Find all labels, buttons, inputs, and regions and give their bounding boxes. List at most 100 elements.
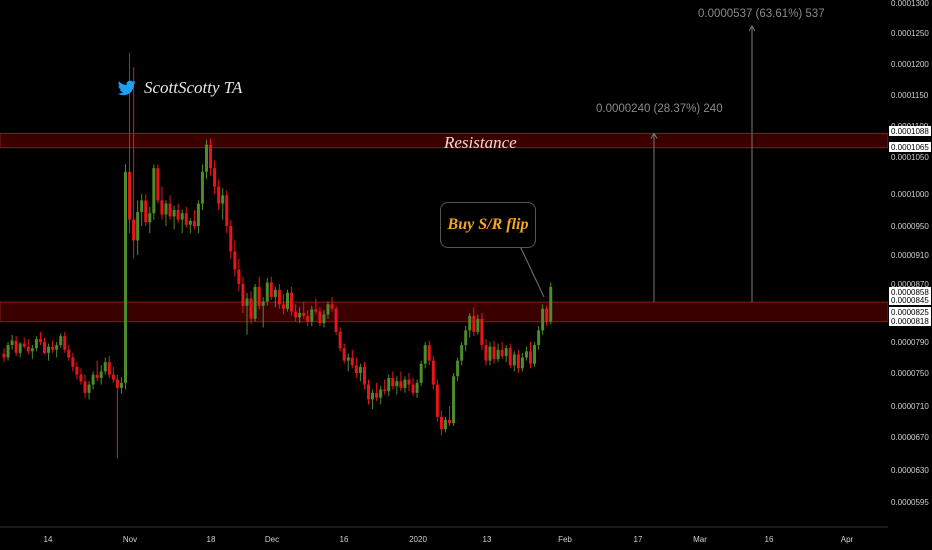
candle[interactable] bbox=[508, 343, 512, 369]
candle[interactable] bbox=[253, 284, 257, 322]
candle[interactable] bbox=[2, 348, 6, 363]
candle[interactable] bbox=[439, 410, 443, 436]
candle[interactable] bbox=[205, 139, 208, 180]
candle[interactable] bbox=[164, 200, 168, 226]
candle[interactable] bbox=[310, 305, 314, 327]
candle[interactable] bbox=[140, 194, 144, 226]
candle[interactable] bbox=[290, 286, 294, 316]
price-axis[interactable]: 0.0001300 0.0001250 0.0001200 0.0001150 0.00… bbox=[888, 0, 932, 550]
candle[interactable] bbox=[136, 200, 140, 255]
candle[interactable] bbox=[249, 291, 253, 324]
candle[interactable] bbox=[95, 360, 99, 382]
candle[interactable] bbox=[237, 258, 241, 292]
candle[interactable] bbox=[229, 219, 233, 259]
candle[interactable] bbox=[496, 343, 500, 363]
candle[interactable] bbox=[504, 345, 508, 363]
candle[interactable] bbox=[148, 206, 152, 234]
candle[interactable] bbox=[273, 286, 277, 308]
candle[interactable] bbox=[395, 376, 399, 395]
candle[interactable] bbox=[516, 349, 520, 373]
candle[interactable] bbox=[213, 160, 217, 194]
candle[interactable] bbox=[362, 362, 366, 390]
candle[interactable] bbox=[10, 334, 14, 350]
candle[interactable] bbox=[257, 276, 261, 310]
candle[interactable] bbox=[298, 307, 302, 324]
time-axis[interactable]: 14 Nov 18 Dec 16 2020 13 Feb 17 Mar 16 Apr bbox=[0, 526, 888, 544]
candle[interactable] bbox=[500, 342, 504, 360]
candle[interactable] bbox=[67, 345, 71, 361]
candle[interactable] bbox=[294, 304, 298, 322]
candle[interactable] bbox=[520, 352, 524, 372]
candle[interactable] bbox=[47, 343, 51, 361]
candle[interactable] bbox=[391, 371, 395, 390]
candle[interactable] bbox=[379, 386, 383, 405]
candle[interactable] bbox=[318, 307, 322, 327]
candle[interactable] bbox=[537, 326, 541, 350]
candle[interactable] bbox=[265, 278, 269, 306]
candle[interactable] bbox=[354, 357, 358, 378]
candle[interactable] bbox=[407, 373, 411, 392]
candle[interactable] bbox=[79, 368, 83, 385]
candle[interactable] bbox=[152, 164, 156, 220]
candle[interactable] bbox=[111, 366, 115, 383]
candle[interactable] bbox=[358, 363, 362, 382]
candle[interactable] bbox=[512, 351, 516, 372]
candle[interactable] bbox=[342, 343, 346, 364]
candle[interactable] bbox=[144, 194, 148, 226]
candle[interactable] bbox=[192, 210, 196, 230]
candle[interactable] bbox=[87, 381, 91, 400]
candle[interactable] bbox=[480, 313, 484, 350]
zone-support-resistance-flip[interactable] bbox=[0, 301, 889, 323]
candle[interactable] bbox=[456, 357, 460, 382]
candle[interactable] bbox=[71, 352, 75, 372]
candle[interactable] bbox=[415, 379, 419, 398]
candle[interactable] bbox=[99, 365, 103, 385]
candle[interactable] bbox=[330, 297, 334, 312]
candle[interactable] bbox=[314, 298, 318, 315]
candle[interactable] bbox=[160, 186, 164, 220]
candle[interactable] bbox=[281, 294, 285, 315]
candle[interactable] bbox=[156, 164, 160, 204]
candle[interactable] bbox=[419, 360, 423, 387]
candle[interactable] bbox=[18, 342, 22, 358]
candle[interactable] bbox=[322, 310, 326, 328]
candle[interactable] bbox=[423, 342, 427, 369]
candle[interactable] bbox=[383, 379, 387, 395]
candle[interactable] bbox=[34, 336, 38, 352]
candle[interactable] bbox=[387, 374, 391, 397]
buy-sr-flip-callout[interactable]: Buy S/R flip bbox=[440, 202, 536, 248]
candle[interactable] bbox=[427, 340, 431, 366]
candle[interactable] bbox=[55, 342, 59, 358]
candle[interactable] bbox=[443, 416, 447, 433]
candle[interactable] bbox=[524, 346, 528, 361]
candle[interactable] bbox=[464, 326, 468, 352]
candle[interactable] bbox=[30, 345, 34, 360]
candle[interactable] bbox=[200, 164, 204, 210]
candle[interactable] bbox=[468, 313, 472, 338]
candle[interactable] bbox=[221, 188, 225, 220]
candle[interactable] bbox=[492, 340, 496, 364]
candle[interactable] bbox=[209, 138, 213, 176]
candle[interactable] bbox=[196, 200, 200, 234]
candle[interactable] bbox=[51, 340, 55, 353]
candle[interactable] bbox=[176, 203, 180, 223]
candle[interactable] bbox=[43, 337, 46, 355]
candle[interactable] bbox=[180, 209, 184, 234]
candle[interactable] bbox=[541, 304, 545, 335]
candle[interactable] bbox=[103, 357, 107, 375]
candle[interactable] bbox=[75, 362, 79, 380]
candle[interactable] bbox=[338, 327, 342, 352]
candle[interactable] bbox=[184, 206, 188, 228]
candle[interactable] bbox=[375, 382, 379, 402]
candle[interactable] bbox=[59, 333, 63, 349]
candle[interactable] bbox=[529, 342, 532, 369]
candle[interactable] bbox=[119, 377, 123, 394]
candle[interactable] bbox=[277, 284, 281, 309]
candle[interactable] bbox=[326, 301, 330, 319]
candle[interactable] bbox=[63, 331, 67, 353]
candle[interactable] bbox=[350, 349, 354, 369]
candle[interactable] bbox=[168, 195, 172, 220]
candle[interactable] bbox=[545, 305, 549, 327]
candle[interactable] bbox=[334, 305, 338, 335]
candle[interactable] bbox=[306, 310, 310, 327]
